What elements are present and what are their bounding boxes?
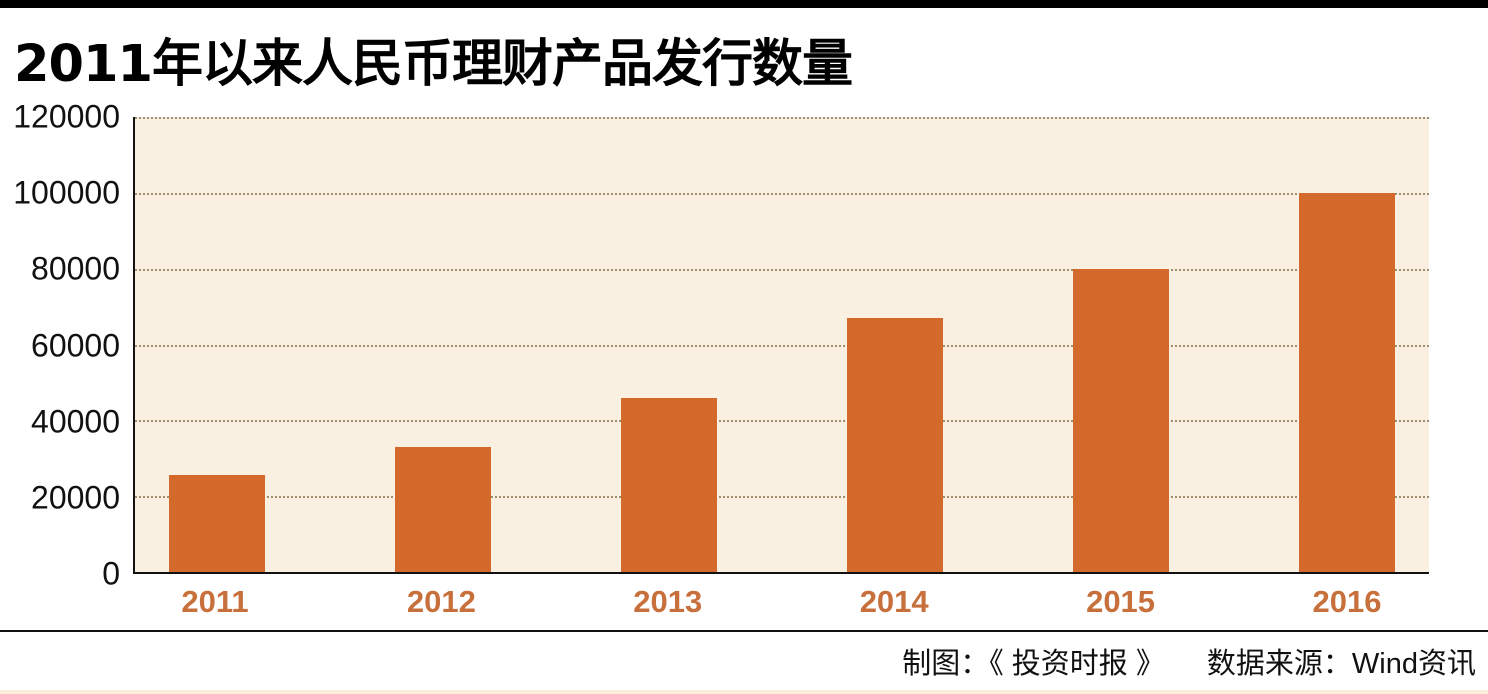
- bar-2016: [1299, 192, 1395, 572]
- gridline-120000: [135, 117, 1429, 119]
- gridline-40000: [135, 420, 1429, 423]
- gridline-20000: [135, 496, 1429, 499]
- y-axis-label-60000: 60000: [31, 327, 120, 363]
- bar-2012: [395, 446, 491, 572]
- x-axis-label-2012: 2012: [406, 584, 476, 619]
- x-axis-label-2013: 2013: [633, 584, 703, 619]
- y-axis-label-20000: 20000: [31, 479, 120, 516]
- footer-source: 数据来源：Wind资讯: [1206, 648, 1476, 680]
- top-accent-bar: [0, 0, 1488, 8]
- gridline-100000: [135, 192, 1429, 195]
- chart-plot-area: [133, 117, 1429, 574]
- x-axis-label-2016: 2016: [1312, 584, 1382, 619]
- footer-credit: 制图：《 投资时报 》: [902, 648, 1165, 680]
- bar-2015: [1073, 268, 1169, 572]
- y-axis-label-80000: 80000: [31, 250, 120, 287]
- footer-divider: [0, 630, 1488, 632]
- footer: 制图：《 投资时报 》 数据来源：Wind资讯: [902, 640, 1476, 682]
- bar-2014: [847, 317, 943, 572]
- x-axis-label-2015: 2015: [1086, 584, 1156, 619]
- bar-2013: [621, 397, 717, 572]
- bars-row: [135, 117, 1429, 572]
- bar-2011: [169, 475, 265, 572]
- bottom-strip: [0, 690, 1488, 694]
- y-axis-label-100000: 100000: [13, 174, 120, 211]
- x-axis-label-2014: 2014: [859, 584, 929, 619]
- y-axis-label-120000: 120000: [13, 98, 120, 135]
- gridline-80000: [135, 268, 1429, 271]
- page-title: 2011年以来人民币理财产品发行数量: [14, 35, 853, 94]
- y-axis-label-40000: 40000: [31, 403, 120, 440]
- y-axis: 120000 100000 80000 60000 40000 20000 0: [0, 99, 120, 592]
- y-axis-label-0: 0: [102, 555, 120, 592]
- gridline-60000: [135, 344, 1429, 347]
- x-axis: 2011 2012 2013 2014 2015 2016: [133, 584, 1429, 620]
- x-axis-label-2011: 2011: [181, 584, 249, 619]
